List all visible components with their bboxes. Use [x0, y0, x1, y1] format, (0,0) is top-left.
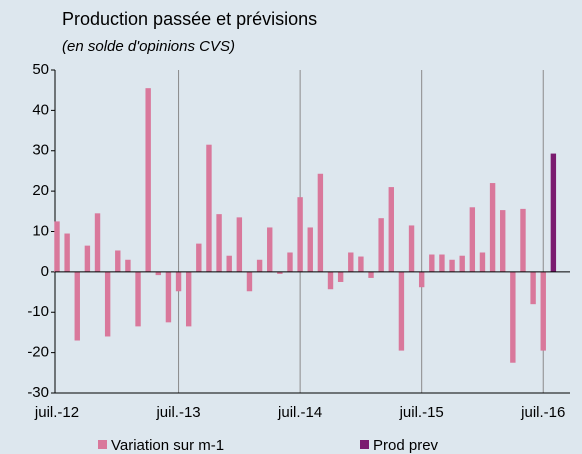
- x-tick-label: juil.-13: [155, 404, 200, 421]
- y-tick-label: -20: [27, 344, 49, 361]
- bar: [256, 259, 263, 272]
- bar: [449, 259, 455, 272]
- y-tick-label: -10: [27, 303, 49, 320]
- bar: [307, 227, 313, 272]
- x-tick-label: juil.-12: [34, 404, 79, 421]
- bar: [226, 255, 232, 272]
- y-tick-label: 10: [32, 222, 49, 239]
- legend-label: Prod prev: [373, 437, 439, 454]
- bar: [510, 271, 516, 363]
- bar: [267, 227, 273, 272]
- legend-swatch: [98, 440, 107, 449]
- bar: [439, 254, 445, 272]
- bar: [246, 271, 253, 292]
- x-tick-label: juil.-15: [399, 404, 444, 421]
- y-tick-label: -30: [27, 384, 49, 401]
- bar: [418, 271, 425, 288]
- bar: [378, 218, 384, 272]
- chart-subtitle: (en solde d'opinions CVS): [62, 38, 235, 55]
- bar: [155, 271, 161, 276]
- chart-title: Production passée et prévisions: [62, 9, 317, 29]
- bar: [479, 252, 486, 272]
- bar: [530, 271, 536, 305]
- bar: [94, 213, 101, 272]
- bar: [520, 208, 526, 272]
- y-tick-label: 0: [41, 263, 49, 280]
- bar: [216, 214, 222, 272]
- bar: [297, 197, 303, 272]
- bar: [489, 183, 496, 272]
- bar: [145, 88, 151, 272]
- x-tick-label: juil.-14: [277, 404, 322, 421]
- x-tick-label: juil.-16: [520, 404, 565, 421]
- bar: [368, 271, 374, 278]
- bar: [74, 271, 80, 341]
- bar: [459, 255, 465, 272]
- bar: [398, 271, 405, 351]
- bar: [500, 210, 506, 272]
- bar: [337, 271, 344, 282]
- bar: [84, 245, 91, 272]
- y-tick-label: 30: [32, 142, 49, 159]
- bar: [135, 271, 141, 327]
- bar: [388, 187, 394, 272]
- bar: [469, 207, 476, 272]
- bar: [317, 173, 324, 272]
- y-tick-label: 20: [32, 182, 49, 199]
- y-tick-label: 50: [32, 61, 49, 78]
- bar: [165, 271, 172, 323]
- bar: [408, 225, 415, 272]
- y-tick-label: 40: [32, 101, 49, 118]
- bar: [429, 254, 435, 272]
- legend-swatch: [360, 440, 369, 449]
- bar: [54, 221, 60, 272]
- bar: [236, 217, 243, 272]
- bar: [175, 271, 182, 292]
- bar: [540, 271, 546, 351]
- bar: [287, 252, 293, 272]
- bar: [104, 271, 111, 337]
- bar: [358, 256, 364, 272]
- bar: [277, 271, 283, 274]
- bar: [206, 144, 212, 272]
- bar: [327, 271, 334, 290]
- bar: [348, 252, 354, 272]
- legend-label: Variation sur m-1: [111, 437, 224, 454]
- bar: [185, 271, 192, 327]
- bar: [115, 250, 121, 272]
- bar: [125, 259, 131, 272]
- bar: [64, 233, 70, 272]
- bar: [550, 153, 557, 272]
- bar: [196, 243, 202, 272]
